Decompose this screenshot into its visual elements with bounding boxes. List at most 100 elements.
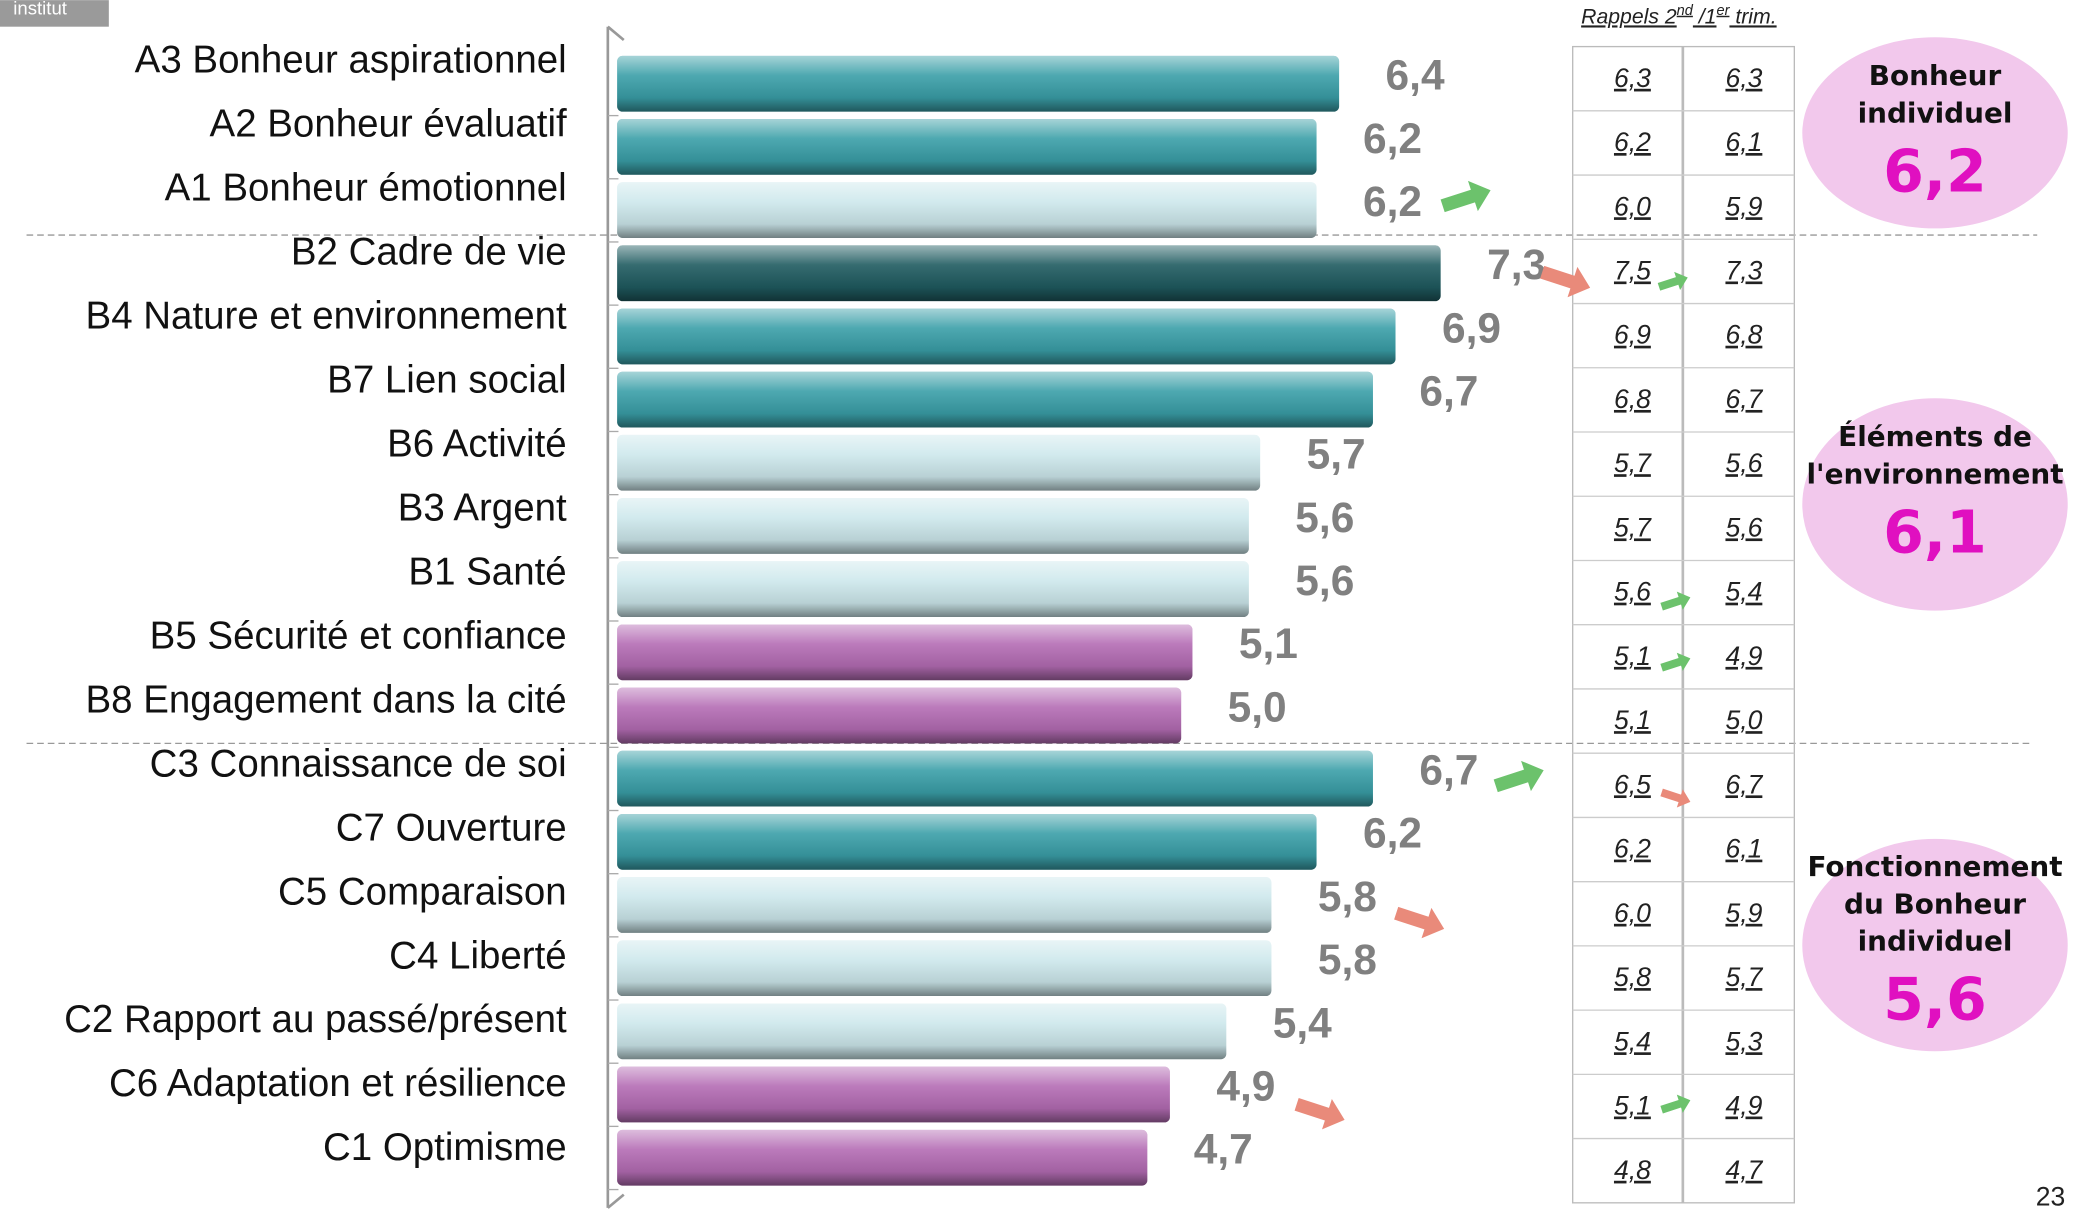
table-cell: 5,6 bbox=[1614, 577, 1651, 607]
group-value: 6,2 bbox=[1883, 137, 1986, 205]
table-cell: 5,3 bbox=[1725, 1026, 1762, 1056]
table-cell: 5,1 bbox=[1614, 1091, 1651, 1121]
header-part: nd bbox=[1677, 3, 1694, 19]
table-cell: 4,9 bbox=[1725, 1091, 1762, 1121]
table-cell: 6,2 bbox=[1614, 127, 1651, 157]
group-value: 6,1 bbox=[1883, 498, 1986, 566]
table-cell: 5,6 bbox=[1725, 512, 1762, 542]
bar-shine bbox=[617, 182, 1317, 238]
table-cell: 6,8 bbox=[1614, 384, 1651, 414]
table-cell: 6,5 bbox=[1614, 769, 1651, 799]
bar-shine bbox=[617, 750, 1373, 807]
category-label: B5 Sécurité et confiance bbox=[150, 614, 567, 657]
table-cell: 5,4 bbox=[1614, 1026, 1651, 1056]
trend-arrow bbox=[1540, 265, 1591, 298]
bar-shine bbox=[617, 308, 1396, 365]
value-label: 5,8 bbox=[1318, 873, 1377, 920]
value-label: 6,7 bbox=[1419, 747, 1478, 794]
table-cell: 6,1 bbox=[1725, 834, 1762, 864]
group-bubble bbox=[1802, 37, 2068, 229]
bar-shine bbox=[617, 1066, 1170, 1123]
group-label: Bonheur bbox=[1869, 59, 2002, 92]
table-cell: 6,2 bbox=[1614, 834, 1651, 864]
value-label: 5,8 bbox=[1318, 936, 1377, 983]
table-cell: 5,1 bbox=[1614, 641, 1651, 671]
category-label: B2 Cadre de vie bbox=[291, 231, 567, 274]
group-label: Éléments de bbox=[1838, 419, 2032, 453]
category-label: B4 Nature et environnement bbox=[86, 295, 567, 338]
group-value: 5,6 bbox=[1883, 966, 1986, 1034]
header-part: er bbox=[1716, 3, 1730, 19]
bar-shine bbox=[617, 813, 1317, 870]
bar-shine bbox=[617, 561, 1249, 618]
trend-arrow bbox=[1493, 760, 1544, 793]
bar-shine bbox=[617, 687, 1182, 744]
table-cell: 5,0 bbox=[1725, 705, 1762, 735]
table-cell: 6,8 bbox=[1725, 320, 1762, 350]
table-header: Rappels 2nd /1er trim. bbox=[1581, 3, 1776, 28]
table-cell: 6,7 bbox=[1725, 769, 1763, 799]
group-bubble bbox=[1802, 398, 2068, 611]
value-label: 5,4 bbox=[1273, 999, 1332, 1046]
table-cell: 4,9 bbox=[1725, 641, 1762, 671]
group-label: du Bonheur bbox=[1844, 887, 2026, 920]
category-label: B3 Argent bbox=[398, 486, 567, 529]
value-label: 5,1 bbox=[1239, 620, 1298, 667]
category-label: C2 Rapport au passé/présent bbox=[64, 998, 567, 1041]
category-label: C1 Optimisme bbox=[323, 1126, 567, 1169]
category-label: B6 Activité bbox=[387, 423, 567, 466]
table-cell: 6,3 bbox=[1725, 63, 1762, 93]
table-cell: 6,0 bbox=[1614, 898, 1651, 928]
table-cell: 5,1 bbox=[1614, 705, 1651, 735]
table-cell: 6,0 bbox=[1614, 191, 1651, 221]
header-part: Rappels 2 bbox=[1581, 5, 1677, 28]
trend-arrow bbox=[1660, 652, 1691, 672]
table-cell: 5,9 bbox=[1725, 191, 1762, 221]
table-cell: 4,7 bbox=[1725, 1155, 1763, 1185]
value-label: 5,6 bbox=[1295, 494, 1354, 541]
table-cell: 5,8 bbox=[1614, 962, 1651, 992]
bar-shine bbox=[617, 55, 1340, 112]
header-part: trim. bbox=[1729, 5, 1776, 28]
table-cell: 7,3 bbox=[1725, 255, 1762, 285]
group-label: l'environnement bbox=[1806, 457, 2063, 490]
category-label: C7 Ouverture bbox=[336, 806, 567, 849]
category-label: B8 Engagement dans la cité bbox=[86, 678, 567, 721]
trend-arrow bbox=[1394, 906, 1445, 939]
category-label: C3 Connaissance de soi bbox=[150, 742, 567, 785]
value-label: 6,4 bbox=[1386, 52, 1445, 99]
value-label: 6,2 bbox=[1363, 810, 1422, 857]
value-label: 4,9 bbox=[1216, 1062, 1275, 1109]
trend-arrow bbox=[1660, 788, 1691, 808]
table-cell: 6,9 bbox=[1614, 320, 1651, 350]
bar-shine bbox=[617, 371, 1373, 428]
table-cell: 6,3 bbox=[1614, 63, 1651, 93]
trend-arrow bbox=[1660, 591, 1691, 611]
group-label: Fonctionnement bbox=[1807, 850, 2062, 883]
logo-box bbox=[0, 0, 109, 27]
value-label: 7,3 bbox=[1487, 241, 1546, 288]
category-label: A3 Bonheur aspirationnel bbox=[135, 39, 567, 82]
bar-shine bbox=[617, 498, 1249, 554]
trend-arrow bbox=[1660, 1094, 1691, 1114]
group-label: individuel bbox=[1858, 96, 2013, 129]
table-cell: 5,7 bbox=[1725, 962, 1763, 992]
table-cell: 6,1 bbox=[1725, 127, 1762, 157]
value-label: 5,0 bbox=[1228, 683, 1287, 730]
group-label: individuel bbox=[1858, 924, 2013, 957]
bar-shine bbox=[617, 434, 1261, 491]
table-cell: 6,7 bbox=[1725, 384, 1763, 414]
axis-line bbox=[606, 25, 625, 1209]
bar-shine bbox=[617, 1129, 1148, 1186]
value-label: 6,2 bbox=[1363, 115, 1422, 162]
bar-shine bbox=[617, 877, 1272, 933]
bar-shine bbox=[617, 1003, 1227, 1060]
value-label: 4,7 bbox=[1194, 1126, 1253, 1173]
bar-shine bbox=[617, 245, 1441, 302]
table-cell: 5,7 bbox=[1614, 448, 1652, 478]
table-cell: 5,6 bbox=[1725, 448, 1762, 478]
bar-shine bbox=[617, 624, 1193, 681]
bar-shine bbox=[617, 119, 1317, 175]
